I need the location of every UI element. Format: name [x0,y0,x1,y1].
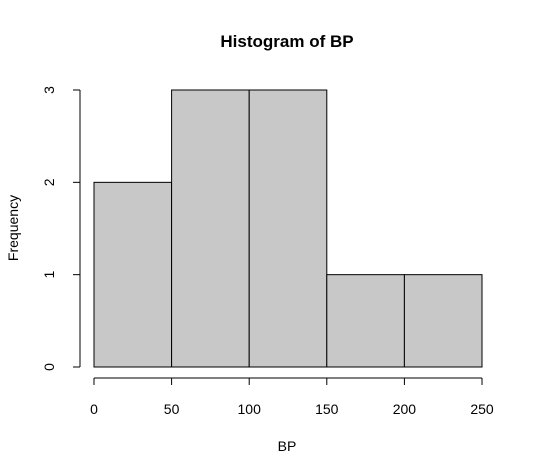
histogram-bar-3 [326,274,405,368]
y-tick-label-0: 0 [41,363,57,371]
x-axis-label: BP [278,438,297,454]
x-axis: 0 50 100 150 200 250 [90,377,494,417]
x-tick-label-1: 50 [164,401,180,417]
y-tick-label-2: 2 [41,178,57,186]
histogram-bar-4 [403,274,483,368]
histogram-bar-1 [171,89,250,368]
x-tick-label-5: 250 [470,401,494,417]
x-tick-label-0: 0 [90,401,98,417]
y-axis-label: Frequency [5,195,21,261]
x-tick-label-2: 100 [238,401,262,417]
chart-title: Histogram of BP [220,32,353,51]
y-tick-label-1: 1 [41,271,57,279]
bars-group [93,89,483,368]
x-tick-label-4: 200 [393,401,417,417]
histogram-bar-0 [93,181,173,368]
y-tick-label-3: 3 [41,86,57,94]
y-axis: 0 1 2 3 [41,86,81,371]
histogram-bar-2 [248,89,328,368]
x-tick-label-3: 150 [315,401,339,417]
